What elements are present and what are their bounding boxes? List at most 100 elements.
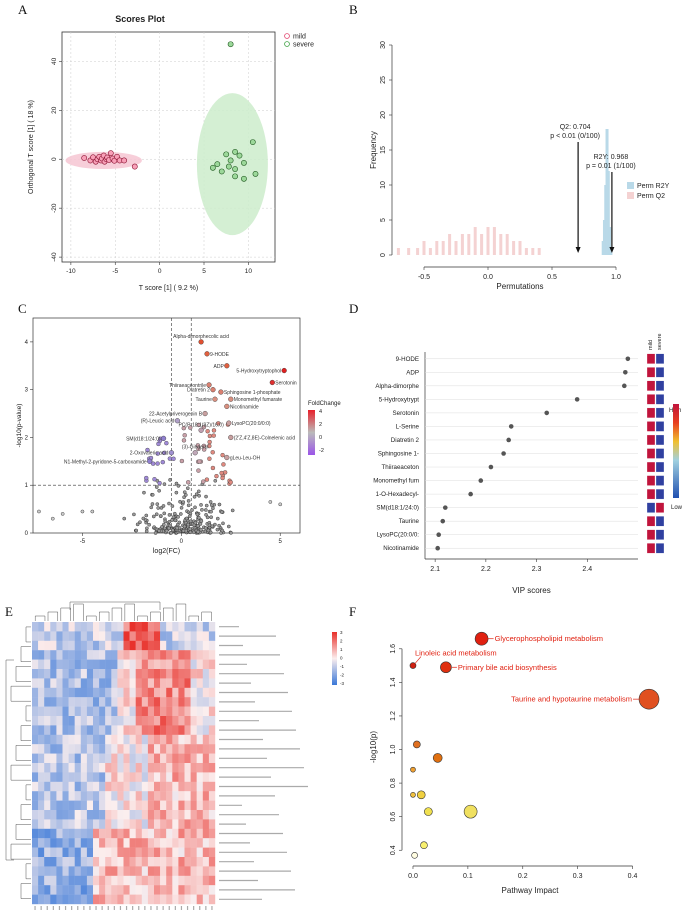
panel-e-cell [93, 697, 100, 707]
panel-e-cell [196, 791, 203, 801]
panel-e-cell [111, 716, 118, 726]
panel-a-point-severe [227, 157, 234, 164]
panel-b-bar-q2 [505, 234, 509, 255]
panel-e-cell [184, 678, 191, 688]
panel-a-point-severe [223, 151, 230, 158]
panel-e-cell [147, 640, 155, 651]
panel-c-point-sig [196, 422, 201, 428]
panel-c-point [211, 506, 215, 511]
panel-d-heat-mild [646, 543, 656, 554]
panel-e-cell [38, 716, 45, 726]
panel-e-cell [154, 753, 161, 764]
panel-e-cell [93, 866, 100, 876]
panel-e-cell [50, 706, 57, 717]
panel-e-cell [202, 640, 210, 651]
panel-e-cell [38, 772, 45, 782]
panel-e-cell [74, 744, 81, 754]
panel-e-cell [86, 885, 94, 895]
panel-e-cell [50, 885, 57, 895]
panel-c-point [179, 506, 184, 510]
panel-d-point [506, 437, 511, 443]
panel-e-cell [172, 791, 179, 801]
panel-e-cell [99, 753, 106, 764]
panel-c-labeled-point [206, 382, 212, 388]
panel-d-category-label: 1-O-Hexadecyl- [376, 491, 419, 498]
panel-e-cell [129, 819, 136, 829]
panel-e-cell [93, 763, 100, 773]
panel-e-cell [38, 847, 45, 858]
panel-d-heat-severe [655, 448, 665, 459]
panel-d-category-label: 9-HODE [396, 356, 419, 363]
panel-e-cell [135, 640, 142, 651]
panel-b-chart: 0 5 10 15 20 25 30 -0.5 0.0 0.5 1.0 Q2: 0.704 p < 0.… [369, 41, 670, 291]
panel-e-cell [178, 885, 185, 895]
panel-e-cell [93, 828, 100, 839]
panel-c-point [204, 508, 208, 512]
panel-e-cell [160, 885, 167, 895]
panel-e-cell [178, 828, 185, 839]
panel-d-heat-severe [655, 380, 665, 391]
panel-e-dendrogram-row [25, 626, 31, 643]
panel-d-point [501, 451, 506, 456]
panel-c-point-label: 9-HODE [210, 352, 230, 358]
panel-e-cell [86, 659, 94, 670]
panel-e-cell [160, 753, 167, 764]
panel-e-cell [190, 622, 197, 632]
panel-e-legend-tick: -2 [340, 673, 344, 678]
panel-e-cell [44, 866, 51, 876]
panel-e-cell [190, 659, 197, 670]
panel-e-cell [74, 631, 81, 641]
panel-e-cell [190, 866, 197, 876]
panel-e-cell [184, 706, 191, 717]
panel-e-cell [68, 781, 75, 792]
panel-e-cell [68, 810, 75, 820]
panel-e-cell [105, 669, 112, 679]
panel-c-point-label: LysoPC(20:0/0:0) [232, 421, 271, 427]
panel-e-cell [172, 857, 179, 867]
panel-c-point [173, 518, 178, 523]
panel-c-point-label: 2-Oxovaleric acid [130, 451, 169, 457]
panel-e-dendrogram-col [175, 603, 187, 621]
panel-e-cell [44, 697, 51, 707]
panel-c-legend-tick: 0 [319, 435, 322, 441]
panel-e-cell [62, 875, 69, 886]
panel-f-xtick-label: 0.1 [463, 873, 473, 880]
panel-e-cell [32, 781, 39, 792]
panel-e-cell [178, 640, 185, 651]
panel-e-cell [62, 772, 69, 782]
panel-e-cell [62, 631, 69, 641]
panel-e-cell [129, 781, 136, 792]
panel-c-point-sig [186, 480, 191, 485]
panel-e-cell [93, 650, 100, 660]
panel-b-xtick-label: 0.0 [483, 274, 493, 281]
panel-e-cell [202, 706, 210, 717]
panel-c-point [151, 514, 156, 519]
panel-e-cell [56, 725, 63, 735]
panel-e-cell [208, 697, 216, 707]
panel-e-cell [99, 706, 106, 717]
panel-e-cell [93, 772, 100, 782]
panel-c-point-sig [181, 438, 187, 443]
panel-e-cell [68, 875, 75, 886]
panel-c-ytick-label: 2 [25, 435, 29, 441]
panel-a-title: Scores Plot [115, 14, 165, 24]
panel-e-cell [50, 650, 57, 660]
panel-c-point-label: SM(d18:1/24:0) [126, 436, 161, 442]
panel-e-cell [166, 640, 173, 651]
panel-d-heat-mild [646, 502, 656, 513]
panel-e-cell [93, 734, 100, 745]
panel-f-label-leader [414, 656, 422, 664]
panel-e-cell [166, 828, 173, 839]
panel-e-cell [178, 669, 185, 679]
panel-e-cell [93, 894, 100, 905]
panel-e-cell [86, 725, 94, 735]
panel-e-cell [202, 772, 210, 782]
panel-e-cell [178, 894, 185, 905]
panel-e-cell [99, 631, 106, 641]
panel-e-cell [111, 894, 118, 905]
panel-e-cell [141, 800, 149, 811]
panel-e-cell [202, 894, 210, 905]
panel-e-cell [56, 875, 63, 886]
panel-e-cell [135, 631, 142, 641]
panel-e-cell [135, 697, 142, 707]
